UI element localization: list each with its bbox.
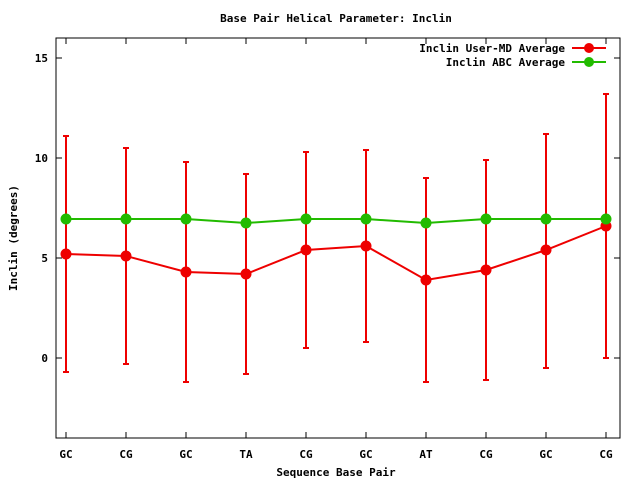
data-point bbox=[60, 248, 72, 260]
data-point bbox=[420, 217, 432, 229]
chart-title: Base Pair Helical Parameter: Inclin bbox=[220, 12, 452, 25]
data-point bbox=[180, 266, 192, 278]
series-line bbox=[65, 225, 607, 282]
series-layer bbox=[60, 93, 612, 383]
data-point bbox=[600, 213, 612, 225]
x-tick-label: CG bbox=[479, 448, 493, 461]
y-axis-title: Inclin (degrees) bbox=[7, 185, 20, 291]
data-point bbox=[480, 264, 492, 276]
x-tick-label: GC bbox=[59, 448, 72, 461]
x-tick-label: GC bbox=[359, 448, 372, 461]
x-tick-label: CG bbox=[119, 448, 133, 461]
x-tick-label: GC bbox=[179, 448, 192, 461]
x-tick-label: TA bbox=[239, 448, 253, 461]
series-1 bbox=[60, 213, 612, 229]
legend-label: Inclin ABC Average bbox=[446, 56, 566, 69]
x-tick-label: CG bbox=[599, 448, 613, 461]
data-point bbox=[540, 213, 552, 225]
y-tick-label: 5 bbox=[41, 252, 48, 265]
data-point bbox=[120, 213, 132, 225]
data-point bbox=[480, 213, 492, 225]
data-point bbox=[420, 274, 432, 286]
legend-swatch-point bbox=[584, 43, 594, 53]
y-axis: 0 5 10 15 bbox=[35, 52, 620, 365]
y-tick-label: 15 bbox=[35, 52, 48, 65]
legend-swatch-point bbox=[584, 57, 594, 67]
plot-frame bbox=[55, 37, 621, 439]
data-point bbox=[240, 268, 252, 280]
data-point bbox=[360, 213, 372, 225]
y-tick-label: 10 bbox=[35, 152, 48, 165]
data-point bbox=[120, 250, 132, 262]
legend-label: Inclin User-MD Average bbox=[419, 42, 565, 55]
x-tick-label: AT bbox=[419, 448, 433, 461]
x-axis-title: Sequence Base Pair bbox=[276, 466, 396, 479]
y-tick-label: 0 bbox=[41, 352, 48, 365]
data-point bbox=[360, 240, 372, 252]
data-point bbox=[540, 244, 552, 256]
data-point bbox=[240, 217, 252, 229]
x-tick-label: GC bbox=[539, 448, 552, 461]
series-line bbox=[66, 218, 606, 225]
data-point bbox=[300, 213, 312, 225]
data-point bbox=[60, 213, 72, 225]
x-tick-label: CG bbox=[299, 448, 313, 461]
data-point bbox=[300, 244, 312, 256]
series-0 bbox=[60, 93, 612, 383]
data-point bbox=[180, 213, 192, 225]
x-axis: GC CG GC TA CG GC AT CG GC CG bbox=[59, 38, 613, 461]
